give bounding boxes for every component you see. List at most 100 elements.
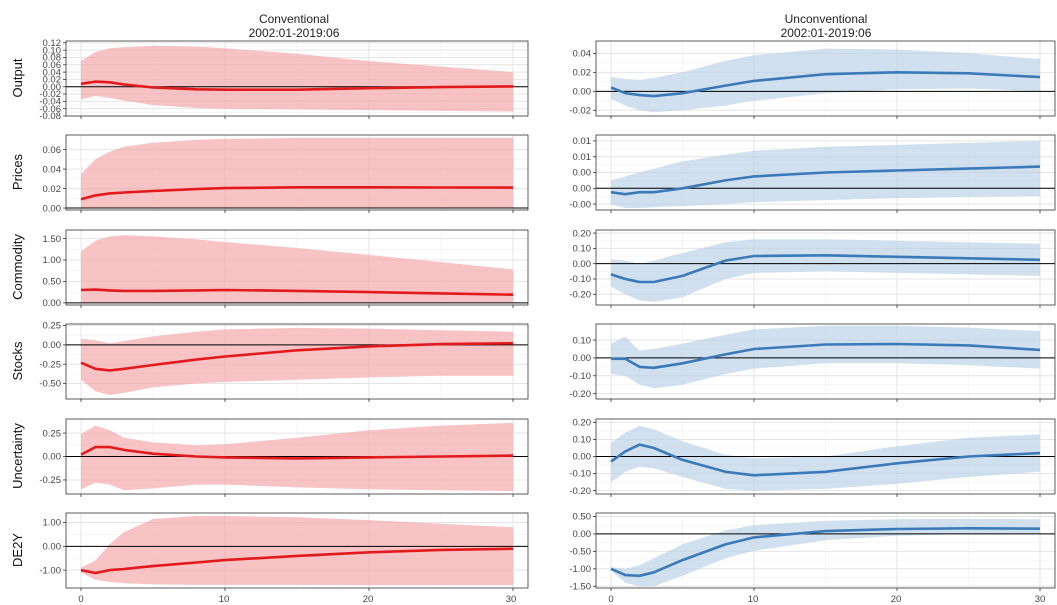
y-tick-label: -0.25 xyxy=(39,475,61,486)
panel-conventional-stocks: -0.50 -0.25 0.00 0.25 xyxy=(39,321,529,402)
confidence-band xyxy=(611,325,1040,389)
confidence-band xyxy=(81,45,513,112)
median-response-line xyxy=(610,254,1041,284)
y-tick-label: -1.00 xyxy=(569,564,591,575)
panel-conventional-de2y: -1.00 0.00 1.00 xyxy=(39,512,529,591)
y-tick-label: -0.08 xyxy=(39,111,61,122)
median-response-line xyxy=(610,165,1041,196)
median-response-line xyxy=(80,547,514,575)
y-tick-label: 0.02 xyxy=(43,184,62,195)
median-response-line xyxy=(80,186,514,201)
panel-border xyxy=(595,229,1056,306)
row-labels: Output Prices Commodity Stocks Uncertain… xyxy=(10,58,25,567)
y-tick-label: 0.01 xyxy=(573,136,592,147)
median-response-line xyxy=(611,342,1041,370)
median-response-line xyxy=(80,288,514,296)
row-label-uncertainty: Uncertainty xyxy=(10,423,25,489)
row-label-prices: Prices xyxy=(10,153,25,190)
y-tick-label: 0.00 xyxy=(43,203,62,214)
y-tick-label: -0.00 xyxy=(569,199,591,210)
y-tick-label: -0.10 xyxy=(569,371,591,382)
confidence-band xyxy=(81,235,513,303)
panel-border xyxy=(65,229,529,306)
median-response-line xyxy=(80,445,514,460)
panel-border xyxy=(595,323,1056,400)
panel-border xyxy=(65,40,529,117)
y-tick-label: 1.50 xyxy=(43,234,62,245)
panel-unconventional-stocks: -0.20 -0.10 0.00 0.10 xyxy=(569,323,1056,402)
y-tick-label: -0.06 xyxy=(39,104,61,115)
panel-border xyxy=(65,323,529,400)
x-axis-labels-conventional: 0 10 20 30 xyxy=(78,594,516,605)
x-tick-label: 0 xyxy=(78,594,83,605)
column-title-unconventional-line2: 2002:01-2019:06 xyxy=(781,26,872,40)
y-tick-label: 0.04 xyxy=(43,67,62,78)
y-tick-label: 0.00 xyxy=(573,353,592,364)
x-tick-label: 0 xyxy=(608,594,613,605)
confidence-band xyxy=(81,515,513,586)
panel-unconventional-uncertainty: -0.20 -0.10 0.00 0.10 0.20 xyxy=(569,418,1056,497)
row-label-commodity: Commodity xyxy=(10,234,25,300)
panel-unconventional-de2y: -1.50 -1.00 -0.50 0.00 0.50 xyxy=(569,512,1056,592)
median-response-line xyxy=(610,527,1041,578)
y-tick-label: -1.50 xyxy=(569,581,591,592)
y-tick-label: 0.50 xyxy=(573,512,592,523)
panel-unconventional-commodity: -0.20 -0.10 0.00 0.10 0.20 xyxy=(569,228,1056,308)
y-tick-label: -0.10 xyxy=(569,274,591,285)
row-label-stocks: Stocks xyxy=(10,341,25,381)
y-tick-label: 0.00 xyxy=(573,452,592,463)
confidence-band xyxy=(81,137,513,209)
y-tick-label: -0.20 xyxy=(569,389,591,400)
panel-border xyxy=(65,134,529,211)
y-tick-label: -0.20 xyxy=(569,486,591,497)
y-tick-label: -0.50 xyxy=(39,379,61,390)
y-tick-label: 0.25 xyxy=(43,321,62,332)
x-tick-label: 10 xyxy=(219,594,230,605)
column-title-conventional: Conventional 2002:01-2019:06 xyxy=(249,12,340,40)
panel-border xyxy=(65,512,529,589)
median-response-line xyxy=(80,80,514,91)
column-title-unconventional-line1: Unconventional xyxy=(785,12,868,26)
y-tick-label: 0.00 xyxy=(573,259,592,270)
confidence-band xyxy=(611,425,1040,491)
panel-conventional-uncertainty: -0.25 0.00 0.25 xyxy=(39,418,529,497)
x-tick-label: 30 xyxy=(1035,594,1046,605)
panel-conventional-output: -0.08-0.06-0.04-0.020.000.020.040.060.08… xyxy=(39,38,529,122)
y-tick-label: 0.02 xyxy=(573,68,592,79)
y-tick-label: 0.06 xyxy=(43,60,62,71)
y-tick-label: 0.04 xyxy=(43,164,62,175)
y-tick-label: 0.00 xyxy=(43,452,62,463)
y-tick-label: 0.00 xyxy=(43,82,62,93)
y-tick-label: 0.00 xyxy=(573,183,592,194)
y-tick-label: 0.08 xyxy=(43,53,62,64)
confidence-band xyxy=(611,140,1040,208)
y-tick-label: -0.04 xyxy=(39,97,61,108)
column-title-unconventional: Unconventional 2002:01-2019:06 xyxy=(781,12,872,40)
y-tick-label: -0.02 xyxy=(569,106,591,117)
row-label-de2y: DE2Y xyxy=(10,533,25,567)
confidence-band xyxy=(611,518,1040,587)
confidence-band xyxy=(611,48,1040,113)
y-tick-label: 0.00 xyxy=(573,168,592,179)
confidence-band xyxy=(611,239,1040,302)
x-tick-label: 30 xyxy=(506,594,517,605)
median-response-line xyxy=(610,71,1041,98)
y-tick-label: 0.00 xyxy=(43,340,62,351)
x-axis-labels-unconventional: 0 10 20 30 xyxy=(608,594,1045,605)
y-tick-label: 0.00 xyxy=(573,529,592,540)
panel-conventional-prices: 0.00 0.02 0.04 0.06 xyxy=(43,134,529,214)
panel-border xyxy=(595,40,1056,117)
y-tick-label: 0.10 xyxy=(573,244,592,255)
row-label-output: Output xyxy=(10,58,25,97)
y-tick-label: -0.25 xyxy=(39,359,61,370)
y-tick-label: 0.25 xyxy=(43,428,62,439)
y-tick-label: 0.10 xyxy=(573,435,592,446)
panel-unconventional-output: -0.02 0.00 0.02 0.04 xyxy=(569,40,1056,119)
x-tick-label: 10 xyxy=(748,594,759,605)
y-tick-label: -0.50 xyxy=(569,547,591,558)
y-tick-label: -1.00 xyxy=(39,565,61,576)
y-tick-label: 1.00 xyxy=(43,518,62,529)
column-title-conventional-line2: 2002:01-2019:06 xyxy=(249,26,340,40)
median-response-line xyxy=(80,342,514,372)
y-tick-label: 0.02 xyxy=(43,75,62,86)
